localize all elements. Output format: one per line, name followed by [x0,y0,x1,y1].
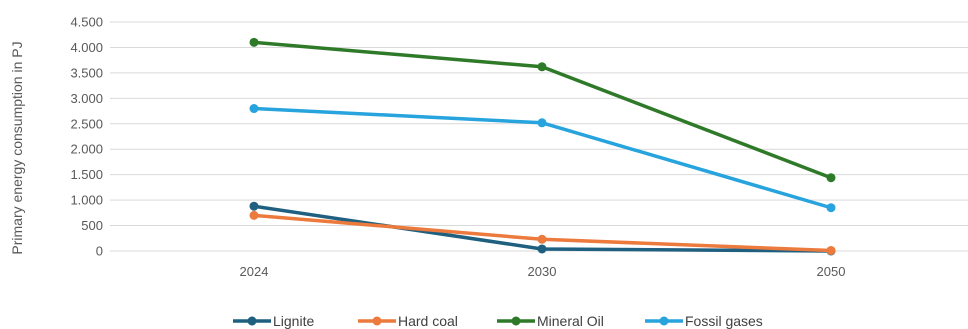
data-point [826,173,836,183]
y-tick-label: 500 [81,218,103,233]
legend-swatch-marker [659,316,669,326]
data-point [249,104,259,114]
y-tick-label: 1.000 [70,193,103,208]
y-tick-label: 4.000 [70,40,103,55]
y-tick-label: 4.500 [70,15,103,30]
legend-label: Mineral Oil [537,313,604,329]
legend-swatch-marker [247,316,257,326]
y-tick-labels: 0 500 1.000 1.500 2.000 2.500 3.000 3.500 4.000 4… [70,15,103,259]
legend-swatch-marker [372,316,382,326]
legend-label: Fossil gases [685,313,763,329]
data-point [537,62,547,72]
data-point [249,37,259,47]
y-tick-label: 3.000 [70,91,103,106]
data-point [537,118,547,128]
y-tick-label: 2.000 [70,142,103,157]
legend-label: Lignite [273,313,314,329]
x-tick-label: 2030 [528,264,557,279]
x-tick-labels: 2024 2030 2050 [240,264,846,279]
x-tick-label: 2024 [240,264,269,279]
series-line-lignite [252,204,833,253]
data-point [826,203,836,213]
y-axis-label: Primary energy consumption in PJ [9,41,25,254]
x-tick-label: 2050 [817,264,846,279]
y-tick-label: 2.500 [70,116,103,131]
y-tick-label: 1.500 [70,167,103,182]
data-point [537,244,547,254]
legend-label: Hard coal [398,313,458,329]
series-lines [249,37,836,256]
legend: Lignite Hard coal Mineral Oil Fossil gases [233,313,763,329]
data-point [249,210,259,220]
y-tick-label: 0 [96,244,103,259]
data-point [826,245,836,255]
legend-swatch-marker [511,316,521,326]
gridlines [110,21,968,252]
y-tick-label: 3.500 [70,65,103,80]
data-point [249,201,259,211]
data-point [537,234,547,244]
